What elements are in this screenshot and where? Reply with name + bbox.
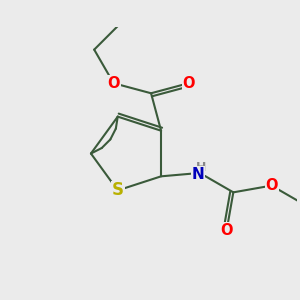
- Text: N: N: [192, 167, 204, 182]
- Text: O: O: [220, 223, 233, 238]
- Text: O: O: [265, 178, 278, 193]
- Text: H: H: [196, 161, 207, 174]
- Text: O: O: [107, 76, 120, 91]
- Text: O: O: [182, 76, 195, 91]
- Text: S: S: [112, 182, 124, 200]
